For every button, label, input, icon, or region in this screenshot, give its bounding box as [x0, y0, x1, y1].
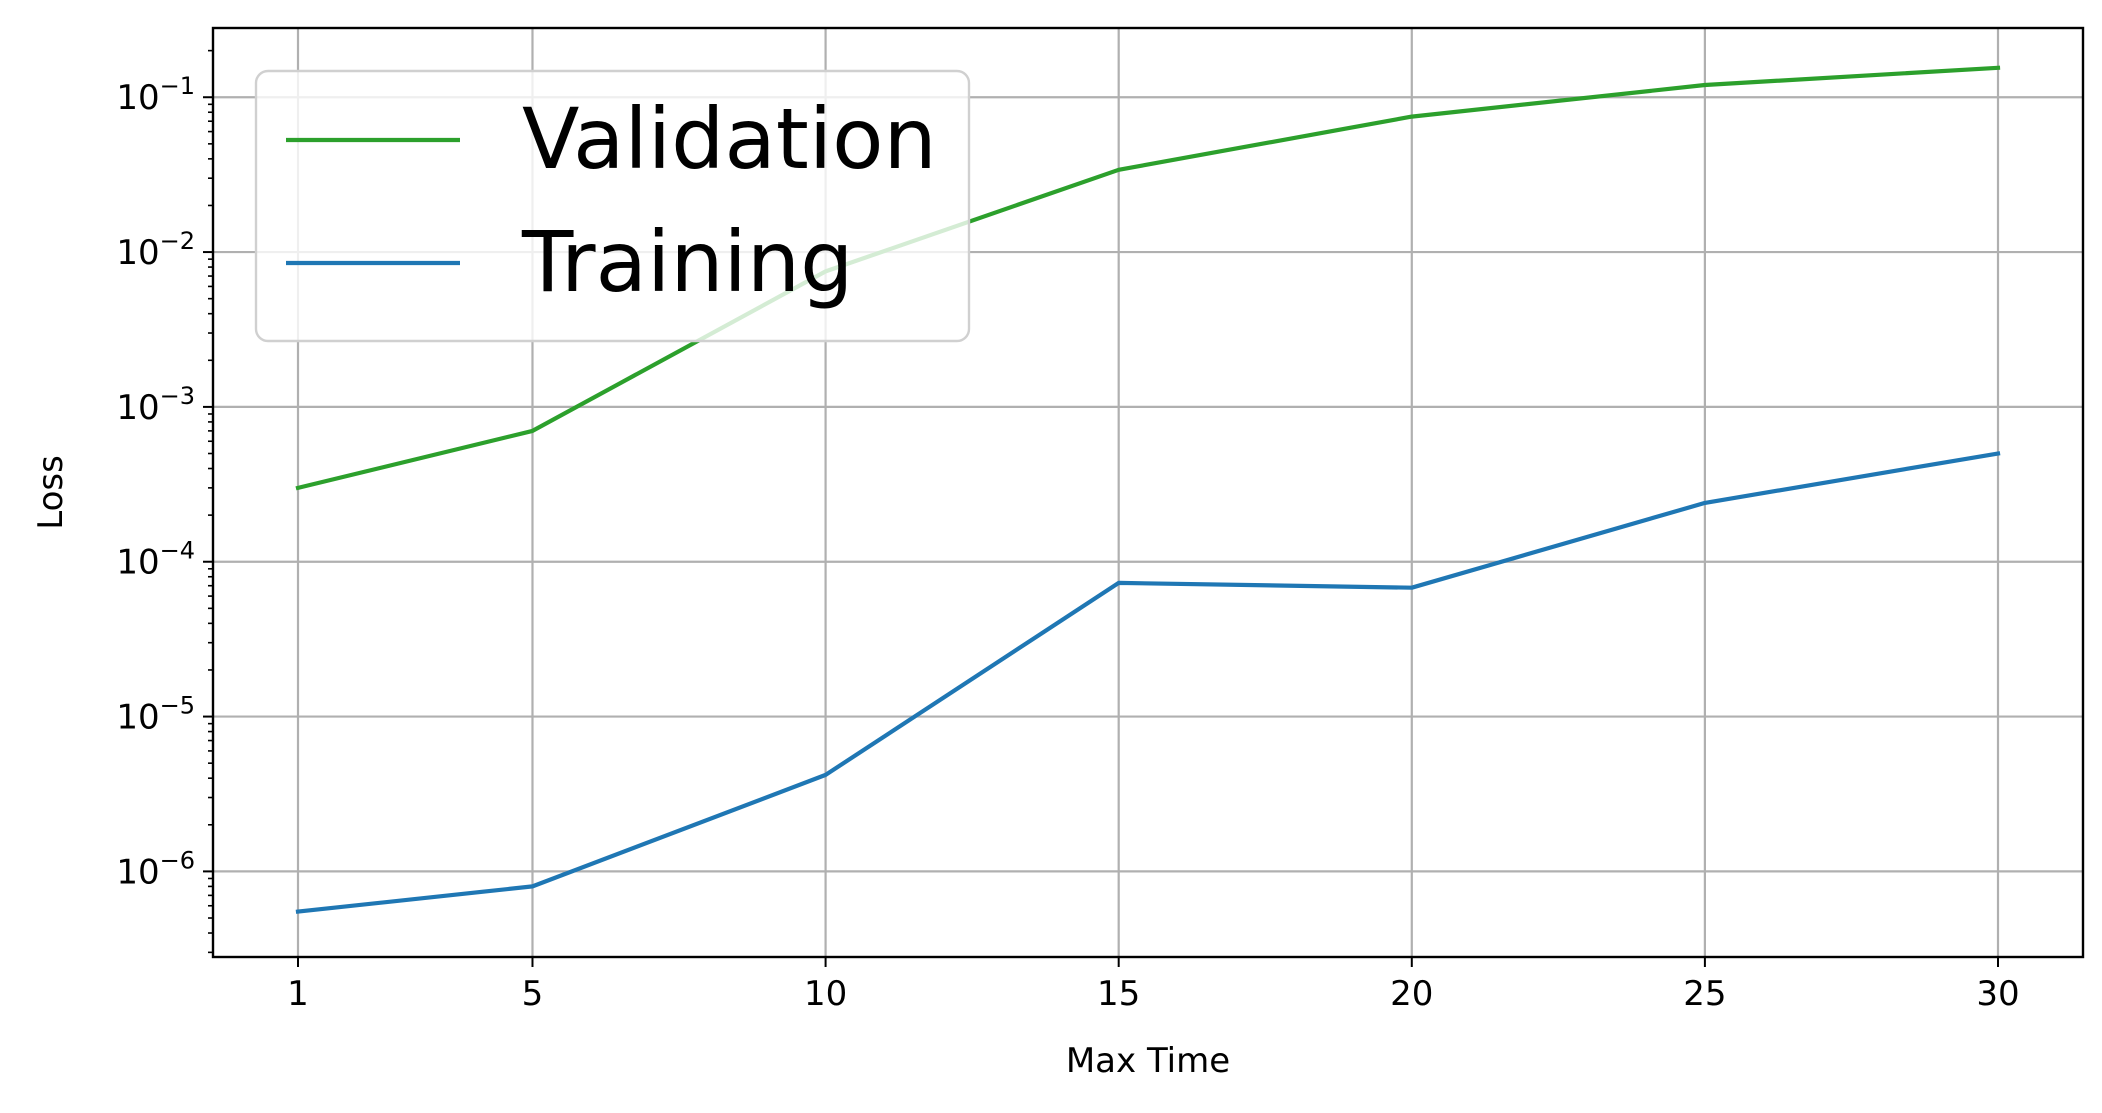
x-tick-label: 10 — [804, 974, 847, 1014]
x-tick-label: 1 — [287, 974, 309, 1014]
x-tick-label: 20 — [1390, 974, 1433, 1014]
plot-frame — [211, 26, 2085, 959]
series-lines — [295, 65, 2001, 914]
series-line-training — [295, 451, 2001, 914]
x-tick-label: 30 — [1976, 974, 2019, 1014]
y-tick-label: 10−2 — [116, 227, 195, 273]
y-axis-label: Loss — [31, 455, 71, 530]
legend-label: Training — [521, 213, 853, 311]
y-tick-label: 10−4 — [116, 537, 195, 583]
legend-label: Validation — [522, 90, 937, 188]
x-tick-label: 5 — [522, 974, 544, 1014]
y-tick-label: 10−3 — [116, 382, 195, 428]
series-line-validation — [295, 65, 2001, 491]
y-tick-label: 10−6 — [116, 846, 195, 892]
x-tick-label: 25 — [1683, 974, 1726, 1014]
y-tick-label: 10−5 — [116, 692, 195, 738]
legend: Validation Training — [254, 69, 971, 343]
x-tick-label: 15 — [1097, 974, 1140, 1014]
x-axis-label: Max Time — [1066, 1041, 1230, 1081]
y-tick-label: 10−1 — [116, 72, 195, 118]
